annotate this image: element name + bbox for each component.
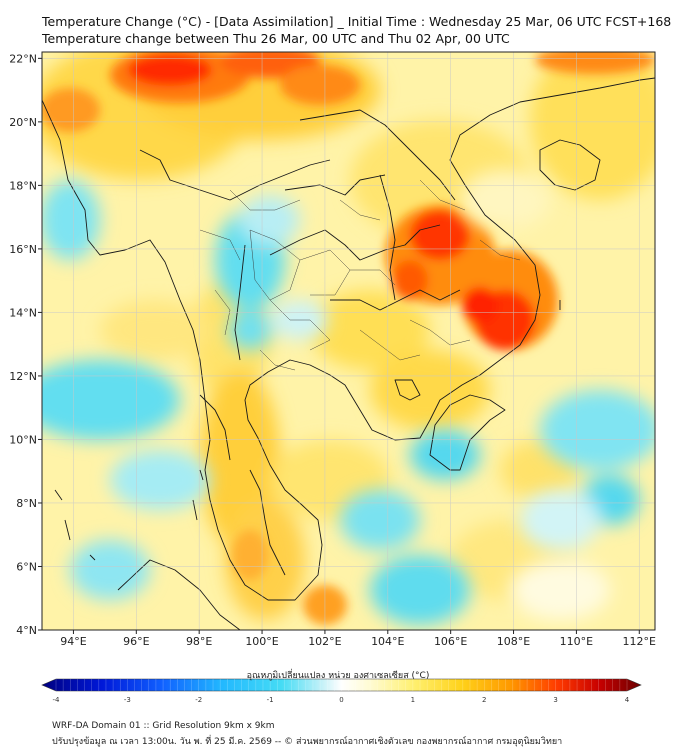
lat-tick-label: 22°N [9, 52, 37, 65]
longitude-labels: 94°E 96°E 98°E 100°E 102°E 104°E 106°E 108°E 110… [60, 630, 656, 648]
map-subtitle: Temperature change between Thu 26 Mar, 0… [42, 31, 510, 46]
colorbar-tick-label: 4 [625, 696, 630, 704]
colorbar: -4 -3 -2 -1 0 1 2 3 4 [41, 678, 642, 704]
hot-spots [42, 52, 655, 625]
lat-tick-label: 10°N [9, 433, 37, 446]
lat-lon-grid [42, 52, 655, 631]
lon-tick-label: 110°E [560, 635, 593, 648]
footer-model-info: WRF-DA Domain 01 :: Grid Resolution 9km … [52, 721, 275, 731]
lat-tick-label: 20°N [9, 116, 37, 129]
colorbar-tick-label: -3 [124, 696, 131, 704]
footer-update-info: ปรับปรุงข้อมูล ณ เวลา 13:00น. วัน พ. ที่… [52, 737, 563, 747]
lat-tick-label: 14°N [9, 306, 37, 319]
lon-tick-label: 104°E [371, 635, 404, 648]
colorbar-tick-label: 1 [411, 696, 415, 704]
coastlines [42, 77, 655, 630]
lat-tick-label: 18°N [9, 179, 37, 192]
map-title: Temperature Change (°C) - [Data Assimila… [42, 14, 672, 29]
lon-tick-label: 94°E [60, 635, 86, 648]
cool-fields [42, 170, 655, 625]
lon-tick-label: 100°E [245, 635, 278, 648]
lon-tick-label: 112°E [623, 635, 656, 648]
lon-tick-label: 108°E [497, 635, 530, 648]
map-frame [41, 51, 656, 631]
lat-tick-label: 12°N [9, 370, 37, 383]
colorbar-tick-label: 0 [339, 696, 343, 704]
colorbar-label: อุณหภูมิเปลี่ยนแปลง หน่วย องศาเซลเซียส (… [246, 671, 430, 681]
colorbar-tick-label: -2 [195, 696, 202, 704]
field-layer [42, 52, 655, 630]
lat-tick-label: 8°N [16, 497, 37, 510]
colorbar-tick-label: 2 [482, 696, 486, 704]
colorbar-tick-label: 3 [553, 696, 557, 704]
colorbar-bar [41, 678, 642, 692]
latitude-labels: 22°N 20°N 18°N 16°N 14°N 12°N 10°N 8°N 6°N 4°N [9, 52, 42, 637]
lon-tick-label: 96°E [123, 635, 149, 648]
lon-tick-label: 106°E [434, 635, 467, 648]
lon-tick-label: 98°E [186, 635, 212, 648]
lon-tick-label: 102°E [308, 635, 341, 648]
lat-tick-label: 16°N [9, 243, 37, 256]
colorbar-tick-label: -4 [53, 696, 61, 704]
lat-tick-label: 4°N [16, 624, 37, 637]
lat-tick-label: 6°N [16, 560, 37, 573]
colorbar-tick-label: -1 [267, 696, 274, 704]
